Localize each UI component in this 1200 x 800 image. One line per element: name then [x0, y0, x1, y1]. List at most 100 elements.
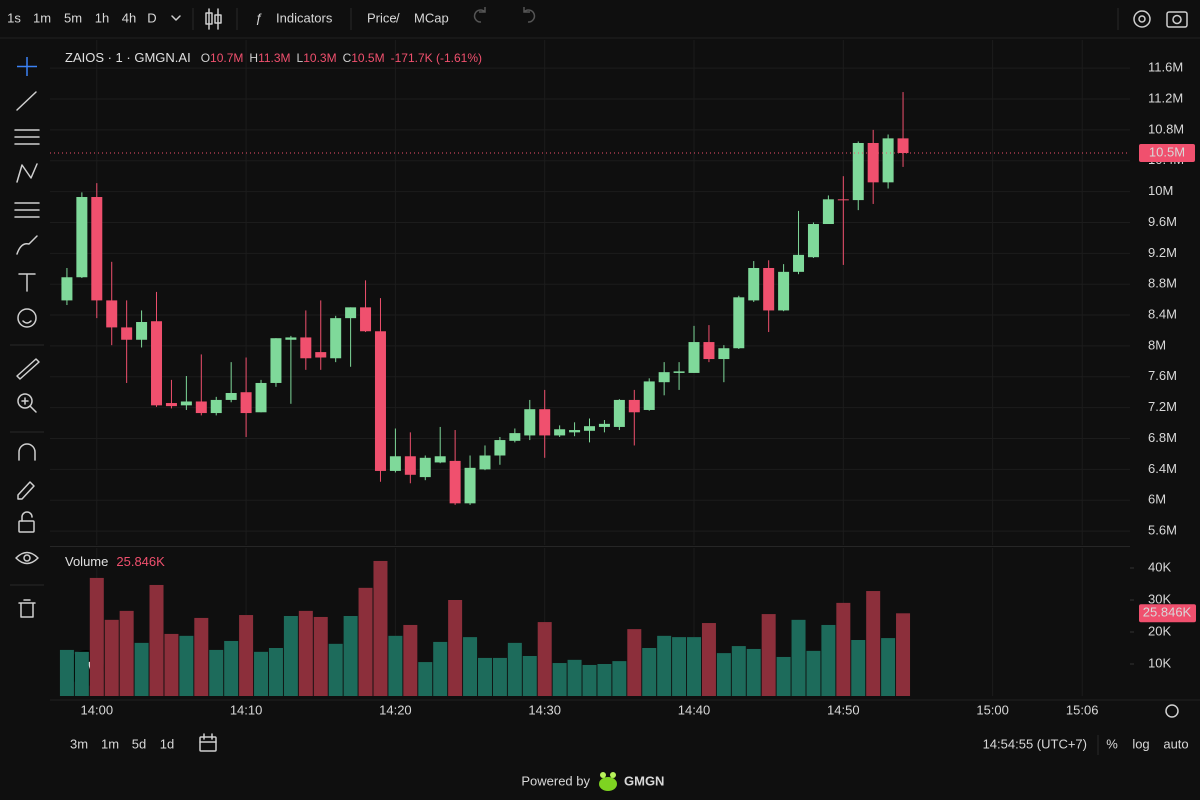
- candle-body: [300, 337, 312, 359]
- hide-tool[interactable]: [15, 551, 39, 565]
- volume-bar: [582, 664, 597, 696]
- x-tick-label: 14:20: [379, 702, 412, 717]
- volume-bar: [716, 653, 731, 696]
- top-toolbar-icons: ƒ: [171, 7, 1188, 30]
- candle-body: [240, 392, 252, 414]
- mcap-toggle[interactable]: MCap: [414, 10, 449, 25]
- indicators-button[interactable]: Indicators: [276, 10, 333, 25]
- range-button[interactable]: 1d: [160, 736, 174, 751]
- candle-body: [165, 403, 177, 407]
- crosshair-tool[interactable]: [17, 57, 37, 76]
- volume-bar: [149, 584, 164, 696]
- interval-button[interactable]: 5m: [64, 10, 82, 25]
- volume-bar: [881, 638, 896, 696]
- price-toggle[interactable]: Price: [367, 10, 397, 25]
- volume-bar: [89, 577, 104, 696]
- y-tick-label: 10.8M: [1148, 121, 1184, 136]
- y-tick-label: 8M: [1148, 337, 1166, 352]
- volume-bar: [358, 587, 373, 696]
- range-button[interactable]: 1m: [101, 736, 119, 751]
- volume-bar: [567, 659, 582, 696]
- volume-bar: [209, 649, 224, 696]
- volume-bar: [522, 656, 537, 696]
- interval-button[interactable]: 1m: [33, 10, 51, 25]
- candle-body: [539, 409, 551, 436]
- delete-tool[interactable]: [18, 599, 36, 618]
- legend-value: 10.3M: [303, 51, 336, 65]
- interval-button[interactable]: D: [147, 10, 156, 25]
- legend-value: 10.5M: [351, 51, 384, 65]
- chart-type-button[interactable]: [205, 8, 222, 30]
- magnet-tool[interactable]: [18, 443, 36, 461]
- volume-bar: [59, 649, 74, 696]
- candle-body: [584, 426, 595, 431]
- log-toggle[interactable]: log: [1132, 736, 1149, 751]
- volume-bar: [119, 610, 134, 696]
- volume-bar: [896, 613, 911, 696]
- x-tick-label: 14:00: [81, 702, 114, 717]
- legend-key: O: [201, 51, 210, 65]
- calendar-button[interactable]: [199, 733, 217, 752]
- volume-bar: [477, 657, 492, 696]
- volume-bar: [164, 633, 179, 696]
- volume-bar: [388, 635, 403, 696]
- candle-body: [628, 399, 640, 413]
- undo[interactable]: [473, 7, 486, 23]
- last-volume-badge: [1139, 604, 1196, 623]
- ohlc-legend: ZAIOS · 1 · GMGN.AI O10.7M H11.3M L10.3M C10…: [65, 50, 482, 65]
- clock[interactable]: 14:54:55 (UTC+7): [983, 736, 1087, 751]
- volume-bar: [761, 614, 776, 696]
- zoom-tool[interactable]: [17, 393, 37, 413]
- interval-button[interactable]: 1h: [95, 10, 109, 25]
- lock-draw-tool[interactable]: [17, 481, 35, 500]
- volume-bar: [328, 643, 343, 696]
- prediction-tool[interactable]: [14, 202, 40, 218]
- lock-tool[interactable]: [18, 511, 35, 533]
- volume-bar: [194, 617, 209, 696]
- candle-body: [91, 197, 103, 301]
- screenshot[interactable]: [1166, 11, 1188, 28]
- volume-bar: [313, 616, 328, 696]
- volume-bar: [134, 642, 149, 696]
- candle-body: [360, 307, 372, 332]
- x-tick-label: 14:30: [528, 702, 561, 717]
- y-tick-label: 7.6M: [1148, 368, 1177, 383]
- brush-tool[interactable]: [16, 235, 38, 255]
- volume-bar: [492, 657, 507, 696]
- volume-bar: [627, 629, 642, 696]
- auto-toggle[interactable]: auto: [1163, 736, 1188, 751]
- volume-legend: Volume 25.846K: [65, 554, 165, 569]
- volume-bar: [657, 635, 672, 696]
- interval-button[interactable]: 4h: [122, 10, 136, 25]
- legend-value: 11.3M: [258, 51, 290, 65]
- y-tick-label: 20K: [1148, 623, 1171, 638]
- redo[interactable]: [523, 7, 536, 23]
- candle-body: [882, 138, 894, 183]
- x-tick-label: 14:40: [678, 702, 711, 717]
- volume-bar: [433, 641, 448, 696]
- candle-body: [404, 456, 416, 475]
- ruler-tool[interactable]: [16, 358, 40, 380]
- pattern-tool[interactable]: [16, 163, 38, 183]
- powered-by: Powered by: [521, 773, 590, 788]
- fib-tool[interactable]: [14, 129, 40, 145]
- text-tool[interactable]: [18, 273, 36, 292]
- candle-body: [374, 331, 386, 471]
- candle-body: [598, 423, 610, 427]
- axis-settings[interactable]: [1165, 704, 1179, 718]
- volume-bar: [343, 616, 358, 696]
- range-button[interactable]: 3m: [70, 736, 88, 751]
- percent-toggle[interactable]: %: [1106, 736, 1118, 751]
- candle-body: [180, 401, 192, 406]
- volume-bar: [463, 637, 478, 696]
- fx-icon[interactable]: ƒ: [255, 10, 262, 25]
- range-button[interactable]: 5d: [132, 736, 146, 751]
- legend-key: C: [343, 51, 352, 65]
- interval-dropdown[interactable]: [171, 15, 181, 21]
- settings[interactable]: [1133, 10, 1151, 28]
- interval-button[interactable]: 1s: [7, 10, 21, 25]
- y-tick-label: 8.4M: [1148, 306, 1177, 321]
- trend-line-tool[interactable]: [16, 91, 37, 111]
- emoji-tool[interactable]: [17, 308, 37, 328]
- volume-bar: [746, 648, 761, 696]
